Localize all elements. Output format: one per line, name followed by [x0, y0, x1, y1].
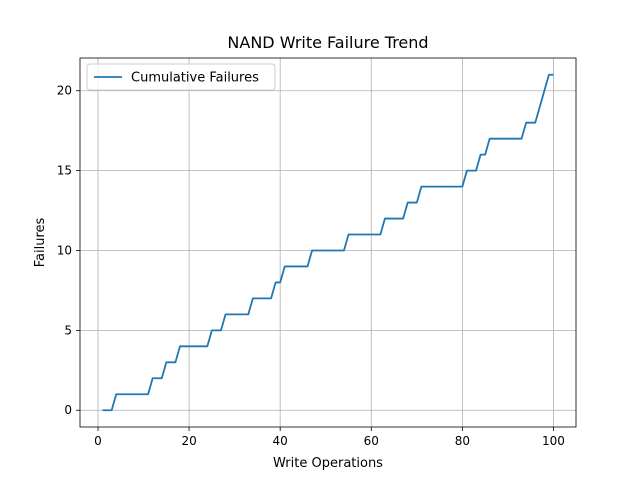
x-axis-label: Write Operations	[273, 456, 383, 471]
series-layer	[102, 73, 554, 412]
grid	[80, 58, 576, 427]
y-tick-label: 5	[64, 323, 72, 337]
y-tick-label: 10	[57, 243, 72, 257]
chart-title: NAND Write Failure Trend	[227, 33, 428, 52]
legend-box	[86, 63, 276, 91]
x-tick-label: 60	[364, 434, 379, 448]
y-tick-label: 20	[57, 84, 72, 98]
legend: Cumulative Failures	[86, 63, 276, 91]
plot-frame	[79, 57, 577, 428]
x-tick-label: 80	[455, 434, 470, 448]
legend-label: Cumulative Failures	[131, 71, 259, 86]
y-axis-label: Failures	[33, 218, 48, 268]
x-tick-label: 40	[273, 434, 288, 448]
x-tick-label: 20	[181, 434, 196, 448]
x-tick-label: 100	[542, 434, 565, 448]
x-tick-label: 0	[94, 434, 102, 448]
y-axis: 0 5 10 15 20	[57, 84, 80, 417]
y-tick-label: 15	[57, 164, 72, 178]
y-tick-label: 0	[64, 403, 72, 417]
x-axis: 0 20 40 60 80 100	[94, 427, 565, 448]
series-line	[102, 73, 554, 412]
